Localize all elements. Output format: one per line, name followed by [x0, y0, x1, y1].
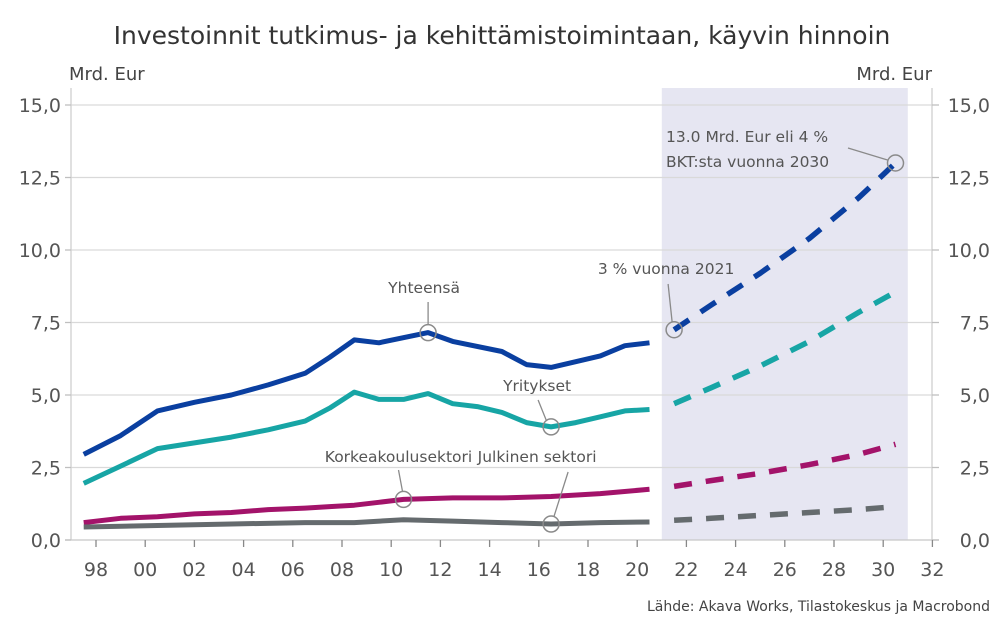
- x-tick-label: 24: [724, 559, 748, 581]
- series-line-total: [82, 330, 650, 457]
- forecast-line-business: [673, 289, 897, 407]
- y-tick-label-right: 2,5: [960, 458, 990, 480]
- x-tick-label: 02: [182, 559, 206, 581]
- x-tick-label: 98: [84, 559, 108, 581]
- x-tick-label: 10: [379, 559, 403, 581]
- x-tick-label: 14: [478, 559, 502, 581]
- forecast-line-total: [672, 160, 898, 333]
- y-tick-label-left: 12,5: [19, 168, 61, 190]
- y-tick-label-left: 2,5: [31, 458, 61, 480]
- x-tick-label: 12: [428, 559, 452, 581]
- x-tick-label: 30: [871, 559, 895, 581]
- series-line-business: [82, 389, 650, 486]
- y-tick-label-left: 0,0: [31, 530, 61, 552]
- callout-marker-higher-ed: [394, 490, 413, 509]
- callout-leader: [553, 471, 569, 517]
- label-2021: 3 % vuonna 2021: [598, 260, 734, 278]
- forecast-line-higher_ed: [673, 441, 897, 490]
- x-tick-label: 06: [281, 559, 305, 581]
- label-public: Julkinen sektori: [477, 448, 597, 466]
- x-tick-label: 04: [232, 559, 256, 581]
- source-note: Lähde: Akava Works, Tilastokeskus ja Mac…: [647, 599, 990, 615]
- y-axis-left-unit: Mrd. Eur: [69, 64, 145, 85]
- x-tick-label: 08: [330, 559, 354, 581]
- y-tick-label-right: 7,5: [960, 313, 990, 335]
- callout-marker-2021: [665, 321, 683, 339]
- x-tick-label: 28: [822, 559, 846, 581]
- annotations: Yhteensä Yritykset Korkeakoulusektori Julki…: [325, 128, 905, 533]
- label-2030-line1: 13.0 Mrd. Eur eli 4 %: [666, 128, 828, 146]
- x-tick-label: 00: [133, 559, 157, 581]
- series-lines: [82, 160, 898, 530]
- y-tick-label-left: 15,0: [19, 95, 61, 117]
- callout-marker-2030: [886, 154, 905, 172]
- callout-leader: [667, 283, 673, 322]
- callout-leader: [847, 147, 888, 161]
- x-tick-label: 26: [773, 559, 797, 581]
- callout-marker-business: [542, 418, 560, 436]
- series-line-public: [83, 517, 650, 530]
- y-tick-label-right: 5,0: [960, 385, 990, 407]
- label-total: Yhteensä: [387, 279, 460, 297]
- label-2030-line2: BKT:sta vuonna 2030: [666, 153, 829, 171]
- y-axis-right-unit: Mrd. Eur: [856, 64, 932, 85]
- y-tick-label-left: 7,5: [31, 313, 61, 335]
- x-tick-label: 20: [625, 559, 649, 581]
- y-tick-label-right: 12,5: [948, 168, 990, 190]
- x-tick-label: 18: [576, 559, 600, 581]
- callout-leader: [397, 469, 404, 492]
- callout-leader: [537, 399, 547, 421]
- x-tick-label: 16: [527, 559, 551, 581]
- x-axis-ticks: 98 00 02 04 06 08 10 12 14 16 18 20 22 24 26 28 30 32: [84, 540, 944, 581]
- axes: [65, 88, 939, 541]
- y-tick-label-right: 15,0: [948, 95, 990, 117]
- x-tick-label: 32: [920, 559, 944, 581]
- y-tick-label-left: 5,0: [31, 385, 61, 407]
- callout-marker-public: [542, 515, 560, 533]
- x-tick-label: 22: [674, 559, 698, 581]
- label-business: Yritykset: [502, 377, 571, 395]
- label-higher-ed: Korkeakoulusektori: [325, 448, 472, 466]
- y-tick-label-right: 0,0: [960, 530, 990, 552]
- y-axis-left-ticks: 0,0 2,5 5,0 7,5 10,0 12,5 15,0: [19, 95, 71, 552]
- chart-title: Investoinnit tutkimus- ja kehittämistoim…: [114, 21, 891, 50]
- y-axis-right-ticks: 0,0 2,5 5,0 7,5 10,0 12,5 15,0: [932, 95, 990, 552]
- forecast-region: [661, 88, 908, 540]
- y-tick-label-right: 10,0: [948, 240, 990, 262]
- y-tick-label-left: 10,0: [19, 240, 61, 262]
- series-line-higher_ed: [83, 486, 650, 526]
- forecast-line-public: [673, 503, 896, 524]
